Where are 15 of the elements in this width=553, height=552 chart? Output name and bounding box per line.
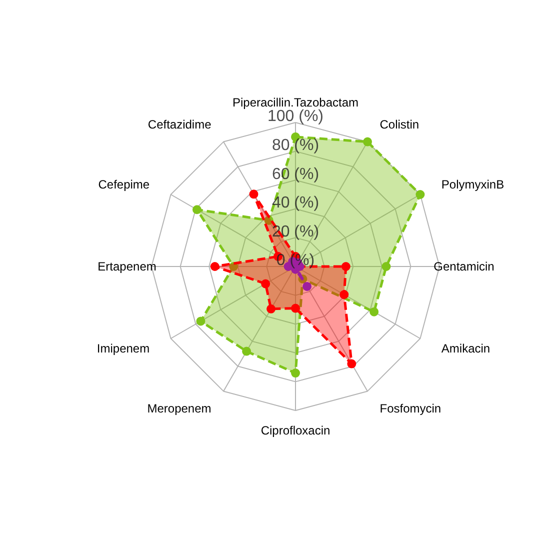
- spoke-label: PolymyxinB: [441, 177, 504, 192]
- y-tick-label: 60 (%): [272, 166, 320, 183]
- y-tick-label: 80 (%): [272, 137, 320, 154]
- spoke-label: Ceftazidime: [148, 117, 212, 132]
- spoke-label: Cefepime: [98, 177, 150, 192]
- spoke-label: Ertapenem: [98, 260, 156, 274]
- spoke-label: Ciprofloxacin: [260, 424, 330, 438]
- spoke-label: Colistin: [380, 117, 420, 132]
- y-tick-label: 100 (%): [267, 108, 324, 126]
- spoke-label: Gentamicin: [434, 260, 494, 274]
- spoke-label: Piperacillin.Tazobactam: [232, 95, 359, 110]
- spoke-label: Meropenem: [147, 402, 212, 416]
- spoke-label: Fosfomycin: [380, 402, 442, 416]
- spoke-label: Amikacin: [441, 342, 490, 356]
- spoke-label: Imipenem: [96, 342, 150, 356]
